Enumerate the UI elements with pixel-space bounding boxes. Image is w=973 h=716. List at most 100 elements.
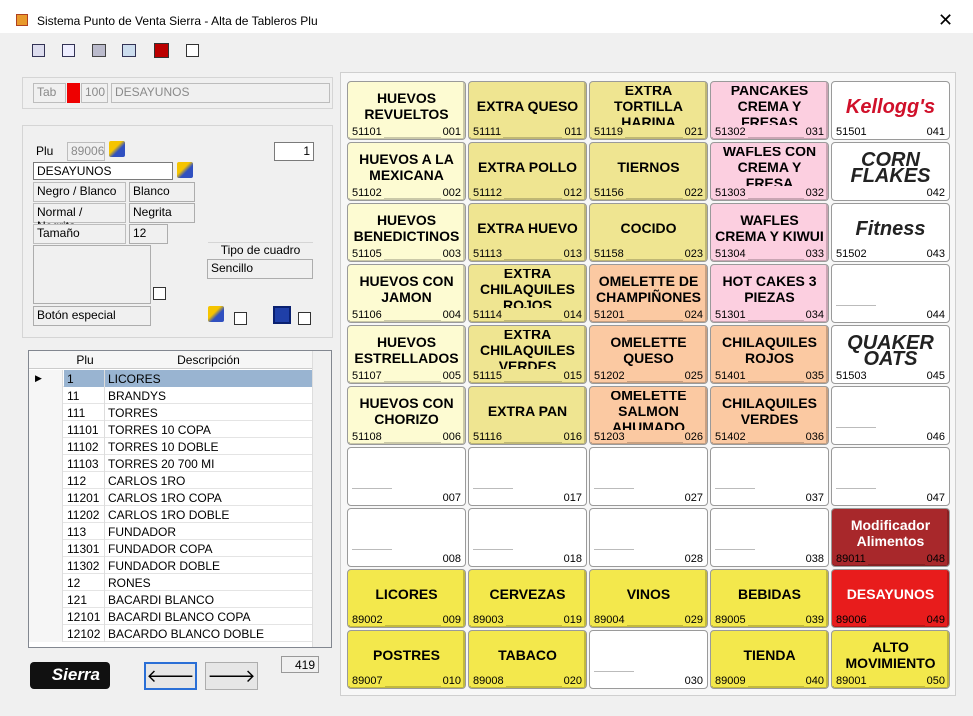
table-row[interactable]: [29, 625, 312, 642]
tool-list[interactable]: [62, 44, 75, 57]
plu-button[interactable]: ALTO MOVIMIENTO 89001 050: [831, 630, 950, 689]
plu-button[interactable]: OMELETTE SALMON AHUMADO 51203 026: [589, 386, 708, 445]
plu-button[interactable]: EXTRA CHILAQUILES VERDES 51115 015: [468, 325, 587, 384]
plu-button[interactable]: 044: [831, 264, 950, 323]
table-row[interactable]: [29, 540, 312, 557]
button-pos: 019: [561, 614, 584, 626]
table-row[interactable]: [29, 506, 312, 523]
tool-grid[interactable]: [122, 44, 136, 57]
table-row[interactable]: [29, 591, 312, 608]
table-row[interactable]: [29, 455, 312, 472]
plu-button[interactable]: HUEVOS A LA MEXICANA 51102 002: [347, 142, 466, 201]
plu-button[interactable]: WAFLES CON CREMA Y FRESA 51303 032: [710, 142, 829, 201]
prev-button[interactable]: 🡐: [144, 662, 197, 690]
button-pos: 033: [803, 248, 826, 260]
table-row[interactable]: [29, 557, 312, 574]
plu-button[interactable]: 018: [468, 508, 587, 567]
plu-button[interactable]: OMELETTE DE CHAMPIÑONES 51201 024: [589, 264, 708, 323]
plu-button[interactable]: 037: [710, 447, 829, 506]
plu-button[interactable]: CHILAQUILES VERDES 51402 036: [710, 386, 829, 445]
scrollbar[interactable]: [312, 351, 331, 647]
tool-font[interactable]: [186, 44, 199, 57]
checkbox[interactable]: [234, 312, 247, 325]
save-button[interactable]: [273, 306, 291, 324]
tool-undo[interactable]: [32, 44, 45, 57]
plu-button[interactable]: EXTRA QUESO 51111 011: [468, 81, 587, 140]
field-label: Tamaño: [33, 224, 126, 244]
plu-button[interactable]: HUEVOS ESTRELLADOS 51107 005: [347, 325, 466, 384]
plu-button[interactable]: Modificador Alimentos 89011 048: [831, 508, 950, 567]
plu-button[interactable]: EXTRA HUEVO 51113 013: [468, 203, 587, 262]
plu-button[interactable]: CERVEZAS 89003 019: [468, 569, 587, 628]
brush-icon[interactable]: [109, 141, 125, 157]
button-pos: 050: [924, 675, 947, 687]
plu-button[interactable]: QUAKER OATS 51503 045: [831, 325, 950, 384]
table-row[interactable]: [29, 421, 312, 438]
description[interactable]: DESAYUNOS: [33, 162, 173, 180]
table-row[interactable]: [29, 523, 312, 540]
plu-button[interactable]: CHILAQUILES ROJOS 51401 035: [710, 325, 829, 384]
close-button[interactable]: ✕: [938, 10, 954, 30]
plu-button[interactable]: 007: [347, 447, 466, 506]
plu-button[interactable]: TIENDA 89009 040: [710, 630, 829, 689]
plu-button[interactable]: 038: [710, 508, 829, 567]
button-label: EXTRA CHILAQUILES ROJOS: [480, 269, 575, 308]
button-pos: 011: [562, 126, 584, 138]
plu-button[interactable]: Fitness 51502 043: [831, 203, 950, 262]
table-cell: 11202: [67, 508, 100, 522]
plu-button[interactable]: HOT CAKES 3 PIEZAS 51301 034: [710, 264, 829, 323]
checkbox[interactable]: [298, 312, 311, 325]
plu-button[interactable]: HUEVOS REVUELTOS 51101 001: [347, 81, 466, 140]
table-row[interactable]: [29, 387, 312, 404]
button-pos: 027: [682, 492, 705, 504]
plu-button[interactable]: LICORES 89002 009: [347, 569, 466, 628]
plu-button[interactable]: Kellogg's 51501 041: [831, 81, 950, 140]
checkbox[interactable]: [153, 287, 166, 300]
plu-button[interactable]: EXTRA PAN 51116 016: [468, 386, 587, 445]
brush-icon[interactable]: [208, 306, 224, 322]
plu-button[interactable]: 008: [347, 508, 466, 567]
plu-button[interactable]: COCIDO 51158 023: [589, 203, 708, 262]
table-row[interactable]: [29, 438, 312, 455]
plu-button[interactable]: VINOS 89004 029: [589, 569, 708, 628]
plu-button[interactable]: 027: [589, 447, 708, 506]
plu-button[interactable]: 017: [468, 447, 587, 506]
plu-button[interactable]: OMELETTE QUESO 51202 025: [589, 325, 708, 384]
plu-button[interactable]: PANCAKES CREMA Y FRESAS 51302 031: [710, 81, 829, 140]
plu-button[interactable]: 046: [831, 386, 950, 445]
table-row[interactable]: [29, 404, 312, 421]
plu-button[interactable]: 047: [831, 447, 950, 506]
next-button[interactable]: 🡒: [205, 662, 258, 690]
tool-print[interactable]: [92, 44, 106, 57]
plu-button[interactable]: TABACO 89008 020: [468, 630, 587, 689]
button-code: 51502: [834, 248, 869, 260]
table-row[interactable]: [29, 472, 312, 489]
plu-button[interactable]: 030: [589, 630, 708, 689]
plu-button[interactable]: HUEVOS CON CHORIZO 51108 006: [347, 386, 466, 445]
table-row[interactable]: [29, 574, 312, 591]
plu-button[interactable]: EXTRA CHILAQUILES ROJOS 51114 014: [468, 264, 587, 323]
field-select[interactable]: Blanco: [129, 182, 195, 202]
plu-button[interactable]: EXTRA TORTILLA HARINA 51119 021: [589, 81, 708, 140]
button-label: COCIDO: [620, 219, 677, 236]
especial-select[interactable]: Botón especial: [33, 306, 151, 326]
tipo-select[interactable]: Sencillo: [207, 259, 313, 279]
plu-button[interactable]: EXTRA POLLO 51112 012: [468, 142, 587, 201]
table-cell: TORRES 10 COPA: [104, 421, 312, 438]
plu-button[interactable]: 028: [589, 508, 708, 567]
plu-button[interactable]: DESAYUNOS 89006 049: [831, 569, 950, 628]
plu-button[interactable]: TIERNOS 51156 022: [589, 142, 708, 201]
plu-button[interactable]: HUEVOS BENEDICTINOS 51105 003: [347, 203, 466, 262]
plu-button[interactable]: CORN FLAKES 042: [831, 142, 950, 201]
plu-button[interactable]: HUEVOS CON JAMON 51106 004: [347, 264, 466, 323]
plu-button[interactable]: BEBIDAS 89005 039: [710, 569, 829, 628]
field-select[interactable]: Negrita: [129, 203, 195, 223]
table-row[interactable]: [29, 489, 312, 506]
brush-icon[interactable]: [177, 162, 193, 178]
tool-color[interactable]: [154, 43, 169, 58]
table-row[interactable]: [29, 608, 312, 625]
plu-button[interactable]: WAFLES CREMA Y KIWUI 51304 033: [710, 203, 829, 262]
plu-button[interactable]: POSTRES 89007 010: [347, 630, 466, 689]
spinner[interactable]: 1: [274, 142, 314, 161]
field-select[interactable]: 12: [129, 224, 168, 244]
